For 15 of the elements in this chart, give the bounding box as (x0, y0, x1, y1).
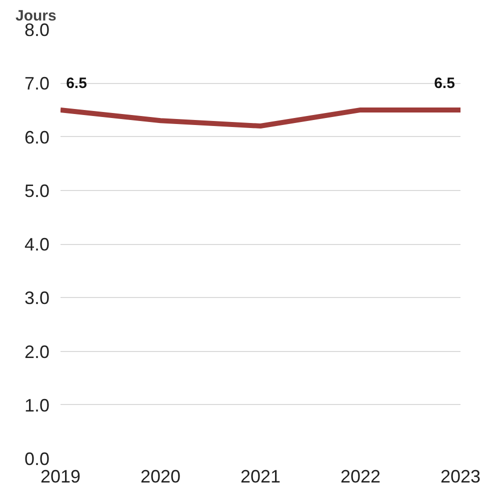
x-tick-label: 2022 (340, 466, 381, 486)
data-label: 6.5 (434, 74, 455, 92)
x-tick-label: 2019 (40, 466, 81, 486)
y-tick-label: 5.0 (24, 180, 50, 201)
x-tick-label: 2020 (140, 466, 181, 486)
y-tick-label: 6.0 (24, 127, 50, 148)
data-label: 6.5 (66, 74, 87, 92)
x-tick-label: 2021 (240, 466, 281, 486)
x-tick-label: 2023 (440, 466, 481, 486)
y-tick-label: 1.0 (24, 395, 50, 416)
y-tick-label: 7.0 (24, 74, 50, 94)
y-tick-label: 3.0 (24, 288, 50, 308)
y-tick-label: 4.0 (24, 234, 50, 254)
y-tick-label: 0.0 (24, 449, 50, 469)
y-tick-label: 2.0 (24, 342, 50, 362)
